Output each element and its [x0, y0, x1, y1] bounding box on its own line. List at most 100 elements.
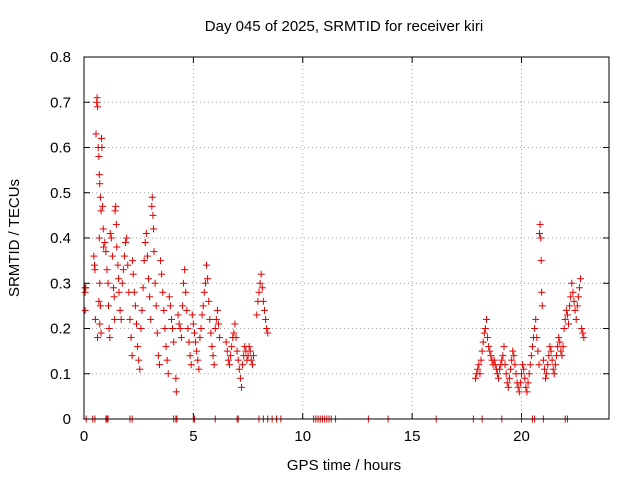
data-point — [136, 365, 144, 373]
data-point — [193, 347, 201, 355]
data-point — [250, 352, 258, 360]
data-point — [518, 370, 525, 378]
data-point — [484, 334, 492, 342]
data-point — [197, 325, 205, 332]
data-point — [203, 261, 210, 269]
data-point — [255, 288, 263, 296]
data-point — [198, 311, 206, 319]
data-point — [97, 329, 105, 337]
data-point — [153, 329, 161, 337]
data-point — [95, 234, 103, 242]
data-point — [127, 334, 135, 342]
data-point — [215, 320, 223, 328]
data-point — [208, 343, 216, 351]
x-tick-label: 0 — [80, 428, 88, 445]
data-point — [118, 279, 126, 287]
data-point — [100, 243, 108, 251]
data-point — [120, 252, 128, 260]
data-point — [256, 279, 264, 287]
data-point — [556, 338, 564, 346]
data-point — [105, 325, 113, 332]
data-point — [166, 302, 174, 310]
data-point — [565, 320, 573, 328]
data-point — [90, 252, 98, 260]
data-point — [81, 288, 89, 296]
data-point — [263, 325, 271, 332]
data-point — [117, 315, 125, 323]
data-point — [168, 315, 175, 323]
data-point — [169, 325, 177, 332]
data-point — [477, 356, 485, 364]
data-point — [205, 297, 213, 305]
data-point — [253, 311, 261, 319]
data-point — [140, 257, 148, 265]
data-point — [141, 239, 149, 247]
data-point — [133, 320, 140, 328]
data-point — [192, 338, 200, 346]
data-point — [145, 275, 153, 283]
data-point — [94, 334, 102, 342]
data-point — [157, 257, 165, 265]
data-point — [543, 370, 551, 378]
data-point — [190, 329, 198, 337]
data-point — [180, 279, 188, 287]
data-point — [178, 302, 186, 310]
x-tick-label: 10 — [294, 428, 311, 445]
data-point — [130, 288, 138, 296]
data-point — [104, 279, 112, 287]
data-point — [150, 225, 158, 233]
data-point — [509, 347, 517, 355]
data-point — [472, 374, 480, 382]
y-tick-label: 0.5 — [50, 185, 71, 202]
data-point — [160, 306, 168, 314]
data-point — [557, 347, 565, 355]
data-point — [94, 103, 102, 111]
data-point — [537, 234, 545, 242]
data-point — [501, 361, 509, 369]
data-point — [201, 279, 209, 287]
data-point — [574, 293, 582, 301]
data-point — [487, 352, 495, 360]
data-point — [97, 207, 105, 215]
data-point — [510, 352, 518, 360]
data-point — [107, 234, 115, 242]
data-point — [170, 338, 178, 346]
data-point — [548, 356, 556, 364]
data-point — [223, 347, 231, 355]
data-point — [152, 302, 160, 310]
data-point — [81, 306, 89, 314]
data-point — [98, 144, 106, 151]
data-point — [116, 306, 124, 314]
data-point — [539, 356, 547, 364]
data-point — [257, 270, 265, 278]
data-point — [224, 356, 232, 364]
data-point — [535, 361, 543, 369]
data-point — [206, 315, 214, 323]
data-point — [537, 257, 545, 265]
data-point — [532, 315, 540, 323]
data-point — [176, 325, 184, 332]
data-point — [490, 356, 498, 364]
data-point — [535, 229, 543, 237]
data-point — [521, 374, 529, 382]
data-point — [227, 352, 235, 360]
data-point — [567, 293, 575, 301]
data-point — [148, 193, 156, 201]
data-point — [525, 370, 533, 378]
data-point — [149, 211, 157, 219]
data-point — [99, 225, 107, 233]
data-point — [524, 379, 532, 387]
data-point — [500, 343, 508, 351]
data-point — [209, 352, 217, 360]
data-point — [96, 193, 104, 201]
data-point — [131, 302, 139, 310]
data-point — [533, 334, 541, 342]
data-point — [142, 229, 150, 237]
data-point — [504, 383, 512, 391]
chart-title: Day 045 of 2025, SRMTID for receiver kir… — [205, 18, 483, 35]
data-point — [135, 356, 143, 364]
data-point — [185, 338, 193, 346]
data-point — [172, 388, 180, 396]
data-point — [538, 288, 546, 296]
